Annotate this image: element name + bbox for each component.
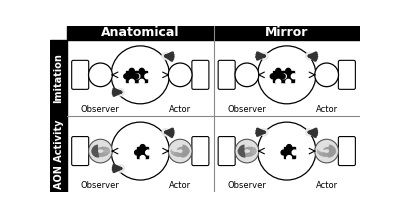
Circle shape — [280, 74, 285, 79]
Circle shape — [276, 79, 281, 84]
Bar — [50, 116, 67, 192]
Circle shape — [260, 129, 268, 136]
Bar — [273, 71, 284, 82]
Bar — [50, 40, 67, 116]
Text: Observer: Observer — [228, 105, 266, 114]
Wedge shape — [238, 145, 246, 158]
FancyBboxPatch shape — [218, 137, 235, 166]
Circle shape — [168, 63, 192, 87]
Circle shape — [162, 52, 170, 60]
FancyBboxPatch shape — [192, 60, 209, 89]
Text: Actor: Actor — [169, 105, 191, 114]
Circle shape — [315, 139, 338, 163]
Text: Actor: Actor — [316, 105, 338, 114]
Circle shape — [305, 52, 313, 60]
Circle shape — [276, 68, 281, 73]
Circle shape — [291, 74, 296, 79]
Circle shape — [111, 122, 170, 180]
Circle shape — [88, 63, 112, 87]
Circle shape — [111, 46, 170, 104]
Circle shape — [305, 129, 313, 136]
Circle shape — [135, 74, 140, 79]
Circle shape — [235, 63, 259, 87]
Text: AON Activity: AON Activity — [54, 119, 64, 189]
Text: Actor: Actor — [169, 181, 191, 190]
Circle shape — [270, 74, 275, 79]
Circle shape — [235, 139, 259, 163]
Wedge shape — [328, 145, 336, 158]
Circle shape — [124, 74, 129, 79]
Circle shape — [117, 88, 125, 96]
Circle shape — [287, 145, 292, 149]
Text: Mirror: Mirror — [265, 26, 308, 39]
Bar — [126, 71, 137, 82]
Text: Observer: Observer — [228, 181, 266, 190]
Circle shape — [129, 79, 134, 84]
Circle shape — [135, 150, 140, 155]
Circle shape — [292, 150, 297, 155]
Circle shape — [134, 74, 139, 79]
Circle shape — [145, 74, 150, 79]
Circle shape — [287, 156, 292, 160]
FancyBboxPatch shape — [338, 137, 355, 166]
FancyBboxPatch shape — [72, 60, 89, 89]
Bar — [214, 26, 360, 40]
Bar — [67, 26, 214, 40]
Wedge shape — [181, 145, 189, 158]
Circle shape — [139, 79, 144, 84]
Circle shape — [260, 52, 268, 60]
FancyBboxPatch shape — [338, 60, 355, 89]
Text: Observer: Observer — [81, 181, 120, 190]
Circle shape — [315, 63, 338, 87]
Text: Anatomical: Anatomical — [101, 26, 180, 39]
Circle shape — [146, 150, 150, 155]
Circle shape — [281, 150, 286, 155]
Circle shape — [129, 68, 134, 73]
Circle shape — [139, 68, 144, 73]
FancyBboxPatch shape — [192, 137, 209, 166]
Circle shape — [117, 165, 125, 172]
Circle shape — [168, 139, 192, 163]
Circle shape — [140, 156, 145, 160]
Circle shape — [140, 145, 145, 149]
Circle shape — [88, 139, 112, 163]
Circle shape — [162, 129, 170, 136]
Circle shape — [281, 74, 286, 79]
Text: Observer: Observer — [81, 105, 120, 114]
Circle shape — [258, 122, 316, 180]
Bar — [284, 147, 295, 158]
Text: Imitation: Imitation — [54, 53, 64, 103]
FancyBboxPatch shape — [218, 60, 235, 89]
Bar — [283, 71, 294, 82]
Circle shape — [286, 79, 291, 84]
Wedge shape — [92, 145, 99, 158]
FancyBboxPatch shape — [72, 137, 89, 166]
Bar — [137, 147, 148, 158]
Bar — [136, 71, 147, 82]
Circle shape — [286, 68, 291, 73]
Text: Actor: Actor — [316, 181, 338, 190]
Circle shape — [258, 46, 316, 104]
